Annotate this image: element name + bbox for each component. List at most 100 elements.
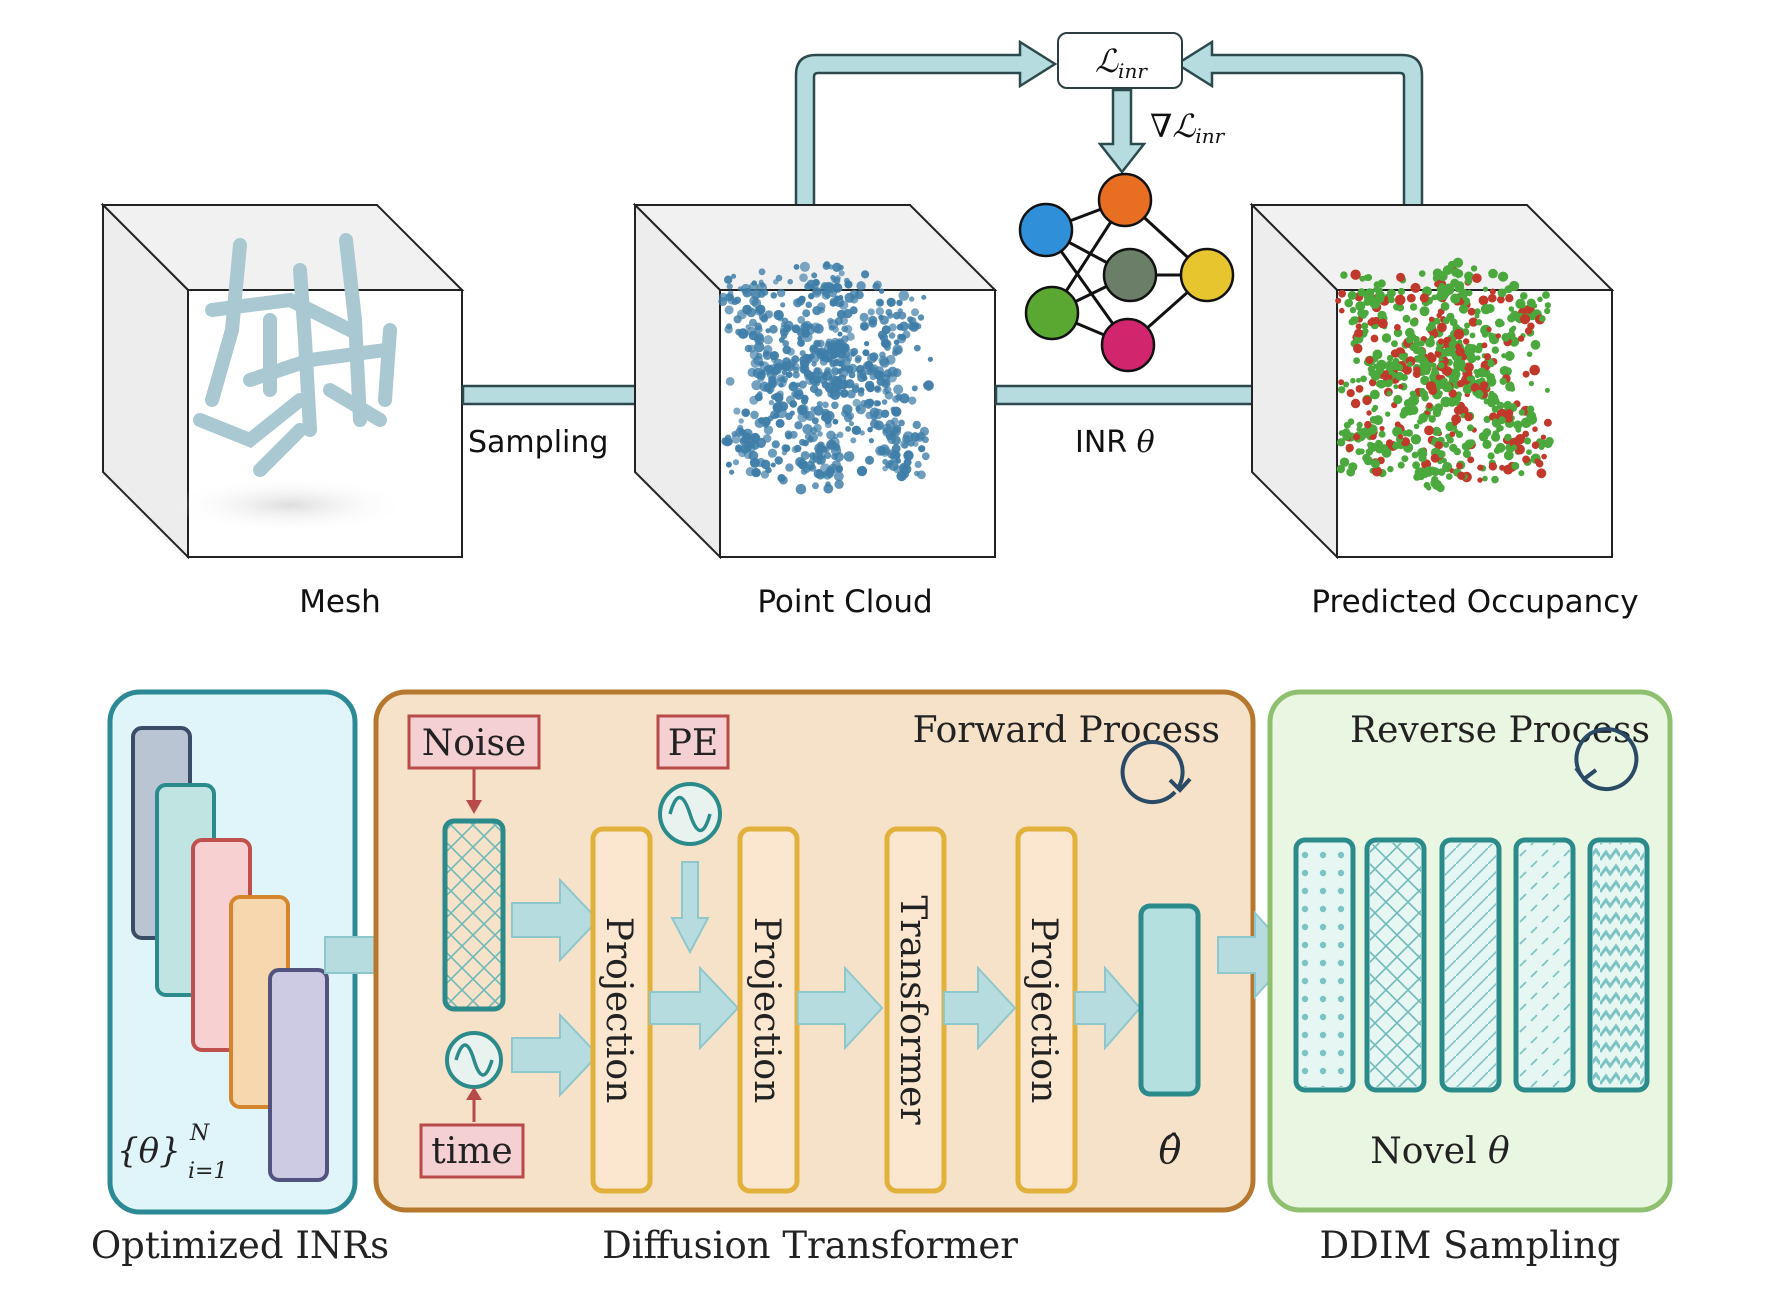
- feedback-arrow-from-point-cloud: [794, 39, 1058, 219]
- occupancy-point: [1539, 315, 1546, 322]
- point-cloud-point: [844, 280, 853, 289]
- point-cloud-point: [834, 479, 844, 489]
- occupancy-point: [1386, 360, 1394, 368]
- occupancy-point: [1430, 453, 1440, 463]
- occupancy-point: [1499, 464, 1505, 471]
- point-cloud-point: [898, 311, 907, 320]
- point-cloud-point: [724, 275, 733, 284]
- point-cloud-point: [849, 289, 859, 299]
- occupancy-point: [1442, 317, 1450, 325]
- occupancy-point: [1543, 439, 1553, 449]
- occupancy-point: [1396, 272, 1406, 282]
- occupancy-point: [1393, 303, 1401, 311]
- occupancy-point: [1442, 382, 1453, 393]
- occupancy-point: [1413, 366, 1421, 374]
- point-cloud-point: [824, 421, 832, 429]
- point-cloud-point: [887, 459, 894, 466]
- occupancy-point: [1473, 369, 1479, 375]
- loss-box: ℒinr: [1057, 32, 1183, 89]
- occupancy-point: [1446, 473, 1453, 480]
- occupancy-point: [1538, 444, 1545, 450]
- occupancy-point: [1540, 434, 1547, 440]
- occupancy-point: [1442, 366, 1452, 376]
- novel-theta-label: Novel θ: [1370, 1131, 1510, 1172]
- point-cloud-point: [850, 437, 857, 444]
- point-cloud-point: [911, 308, 919, 317]
- occupancy-point: [1523, 437, 1532, 445]
- point-cloud-point: [911, 385, 918, 392]
- point-cloud-point: [738, 418, 744, 424]
- occupancy-point: [1441, 457, 1447, 464]
- occupancy-point: [1503, 400, 1513, 410]
- point-cloud-point: [750, 289, 761, 300]
- occupancy-point: [1457, 380, 1465, 388]
- point-cloud-point: [761, 416, 771, 427]
- occupancy-point: [1350, 398, 1361, 409]
- theta-set-sup: N: [189, 1121, 210, 1146]
- point-cloud-point: [891, 417, 899, 426]
- occupancy-point: [1417, 347, 1426, 357]
- point-cloud-point: [888, 323, 897, 332]
- occupancy-point: [1419, 306, 1430, 317]
- point-cloud-point: [879, 446, 890, 457]
- occupancy-point: [1482, 475, 1488, 482]
- occupancy-point: [1434, 380, 1443, 390]
- occupancy-point: [1378, 318, 1388, 329]
- occupancy-point: [1394, 324, 1401, 331]
- point-cloud-point: [884, 344, 891, 351]
- point-cloud-point: [786, 395, 795, 405]
- point-cloud-point: [832, 418, 839, 425]
- occupancy-point: [1481, 342, 1488, 349]
- hidden-node-pink: [1100, 317, 1156, 373]
- point-cloud-point: [828, 324, 835, 331]
- occupancy-point: [1400, 437, 1411, 447]
- point-cloud-point: [890, 451, 896, 457]
- occupancy-point: [1455, 391, 1462, 398]
- point-cloud-point: [823, 261, 831, 268]
- occupancy-point: [1455, 343, 1462, 351]
- point-cloud-point: [892, 311, 901, 320]
- occupancy-point: [1399, 411, 1407, 419]
- occupancy-point: [1409, 303, 1418, 311]
- point-cloud-point: [721, 437, 730, 446]
- occupancy-point: [1342, 432, 1351, 441]
- point-cloud-point: [851, 385, 860, 394]
- point-cloud-point: [896, 299, 903, 306]
- occupancy-point: [1395, 371, 1404, 381]
- occupancy-point: [1509, 336, 1520, 347]
- point-cloud-point: [867, 426, 873, 433]
- occupancy-point: [1499, 377, 1507, 385]
- occupancy-point: [1536, 468, 1547, 479]
- occupancy-point: [1477, 464, 1484, 471]
- occupancy-point: [1489, 288, 1496, 295]
- occupancy-point: [1488, 293, 1497, 303]
- point-cloud-point: [733, 459, 739, 466]
- occupancy-point: [1419, 389, 1428, 398]
- point-cloud-point: [793, 298, 803, 308]
- point-cloud-point: [840, 343, 850, 352]
- point-cloud-point: [781, 450, 788, 456]
- occupancy-point: [1347, 290, 1357, 300]
- point-cloud-point: [813, 405, 824, 416]
- point-cloud-point: [769, 381, 776, 389]
- point-cloud-point: [811, 417, 819, 425]
- point-cloud-point: [783, 324, 792, 333]
- occupancy-point: [1522, 455, 1530, 464]
- occupancy-point: [1424, 369, 1431, 375]
- occupancy-point: [1484, 353, 1491, 361]
- point-cloud-point: [833, 471, 844, 482]
- caption-ddim-sampling: DDIM Sampling: [1320, 1224, 1621, 1267]
- point-cloud-point: [873, 385, 882, 393]
- occupancy-point: [1381, 447, 1392, 458]
- point-cloud-point: [851, 425, 862, 435]
- point-cloud-point: [745, 324, 751, 330]
- point-cloud-point: [767, 448, 778, 458]
- point-cloud-point: [804, 374, 810, 380]
- point-cloud-point: [856, 466, 868, 477]
- occupancy-point: [1411, 451, 1419, 459]
- occupancy-point: [1401, 455, 1409, 463]
- theta-hat-output: [1138, 903, 1201, 1097]
- point-cloud-point: [731, 434, 741, 444]
- occupancy-point: [1473, 308, 1481, 315]
